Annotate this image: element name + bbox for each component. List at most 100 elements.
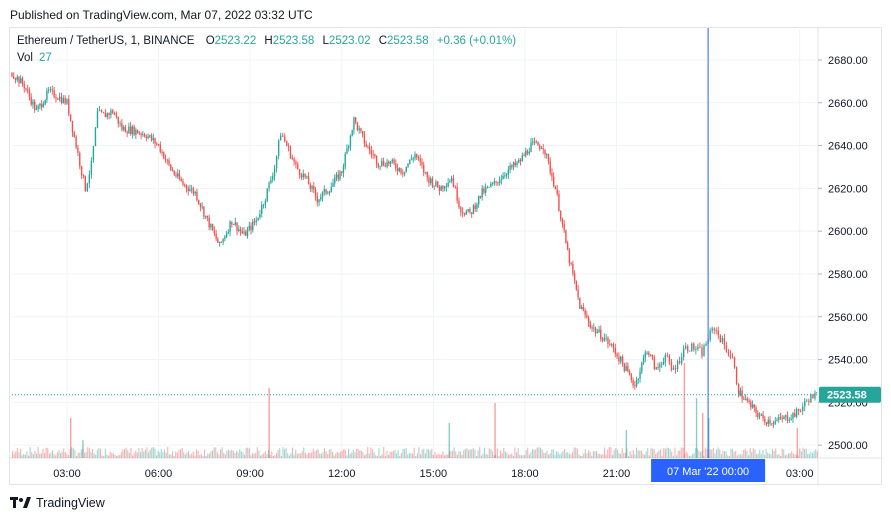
volume-bar — [370, 447, 372, 458]
volume-bar — [717, 447, 719, 458]
volume-bar — [336, 451, 338, 458]
volume-bar — [604, 447, 606, 458]
volume-spike — [70, 418, 72, 458]
volume-bar — [186, 452, 188, 458]
open-label: O — [205, 35, 215, 47]
volume-bar — [154, 448, 156, 458]
candle-body — [136, 129, 139, 134]
volume-bar — [212, 450, 214, 458]
volume-bar — [592, 451, 594, 458]
volume-bar — [106, 454, 108, 458]
volume-bar — [389, 451, 391, 458]
candle-body — [363, 134, 366, 144]
candle-body — [208, 217, 210, 228]
volume-bar — [207, 453, 209, 458]
volume-bar — [304, 452, 306, 458]
candle-body — [502, 175, 504, 180]
candle-body — [525, 150, 527, 156]
candle-body — [286, 141, 288, 146]
candle-body — [808, 400, 810, 402]
candle-body — [356, 122, 359, 130]
volume-bar — [412, 453, 414, 458]
volume-bar — [740, 454, 742, 458]
candle-body — [733, 357, 736, 368]
candle-body — [447, 182, 449, 187]
volume-bar — [530, 452, 532, 458]
volume-bar — [183, 452, 185, 458]
candle-body — [194, 191, 196, 194]
volume-bar — [296, 453, 298, 458]
candle-body — [431, 178, 434, 187]
candle-body — [96, 111, 99, 128]
candle-body — [563, 224, 565, 231]
volume-bar — [759, 449, 761, 458]
volume-bar — [450, 451, 452, 458]
candle-body — [121, 123, 123, 130]
volume-bar — [306, 454, 308, 458]
volume-bar — [96, 449, 98, 458]
candle-body — [680, 357, 683, 364]
candle-body — [783, 416, 785, 420]
volume-bar — [216, 452, 218, 458]
volume-bar — [194, 455, 196, 458]
candle-body — [368, 146, 371, 151]
volume-bar — [743, 449, 745, 458]
candle-body — [64, 97, 66, 104]
volume-bar — [613, 449, 615, 458]
candle-body — [416, 154, 418, 158]
tradingview-logo[interactable]: TradingView — [10, 496, 105, 510]
volume-bar — [735, 450, 737, 458]
candle-body — [490, 184, 492, 187]
volume-bar — [74, 450, 76, 458]
candle-body — [566, 242, 569, 250]
volume-bar — [103, 455, 105, 458]
candle-body — [685, 346, 687, 349]
candle-body — [662, 362, 665, 365]
volume-bar — [109, 451, 111, 458]
volume-bar — [47, 448, 49, 458]
candle-body — [559, 210, 562, 220]
candle-body — [341, 171, 343, 173]
candle-body — [618, 356, 620, 362]
volume-bar — [471, 449, 473, 458]
volume-bar — [269, 455, 271, 458]
chart-frame[interactable]: 2680.00 2660.00 2640.00 2620.00 2600.00 2580.… — [9, 27, 883, 486]
candle-body — [13, 76, 15, 79]
candle-body — [430, 178, 432, 183]
volume-bar — [156, 455, 158, 458]
candle-body — [262, 204, 265, 206]
price-chart[interactable]: 2680.00 2660.00 2640.00 2620.00 2600.00 2580.… — [10, 28, 883, 486]
candle-body — [561, 219, 564, 225]
candle-body — [670, 362, 673, 370]
candle-body — [609, 343, 611, 345]
volume-bar — [16, 448, 18, 458]
volume-bar — [284, 449, 286, 458]
candle-body — [666, 355, 669, 357]
x-tick-label: 18:00 — [511, 468, 539, 480]
candle-body — [238, 229, 240, 231]
candle-body — [699, 346, 701, 348]
candle-body — [327, 192, 329, 194]
volume-bar — [263, 453, 265, 458]
candle-body — [30, 96, 32, 105]
volume-bar — [756, 453, 758, 458]
volume-bar — [783, 449, 785, 458]
candle-body — [73, 132, 75, 137]
volume-bar — [15, 451, 17, 458]
volume-bar — [744, 448, 746, 458]
candle-body — [231, 221, 233, 225]
candle-body — [178, 173, 181, 180]
candle-body — [516, 162, 518, 165]
volume-bar — [428, 449, 430, 458]
symbol-title[interactable]: Ethereum / TetherUS, 1, BINANCE — [17, 35, 195, 47]
volume-bar — [535, 449, 537, 458]
candle-body — [605, 337, 607, 339]
candle-body — [60, 96, 63, 103]
candle-body — [779, 417, 782, 419]
candle-body — [398, 168, 400, 172]
volume-bar — [255, 452, 257, 458]
volume-bar — [376, 455, 378, 458]
volume-bar — [546, 450, 548, 458]
volume-bar — [368, 453, 370, 458]
volume-bar — [354, 452, 356, 458]
